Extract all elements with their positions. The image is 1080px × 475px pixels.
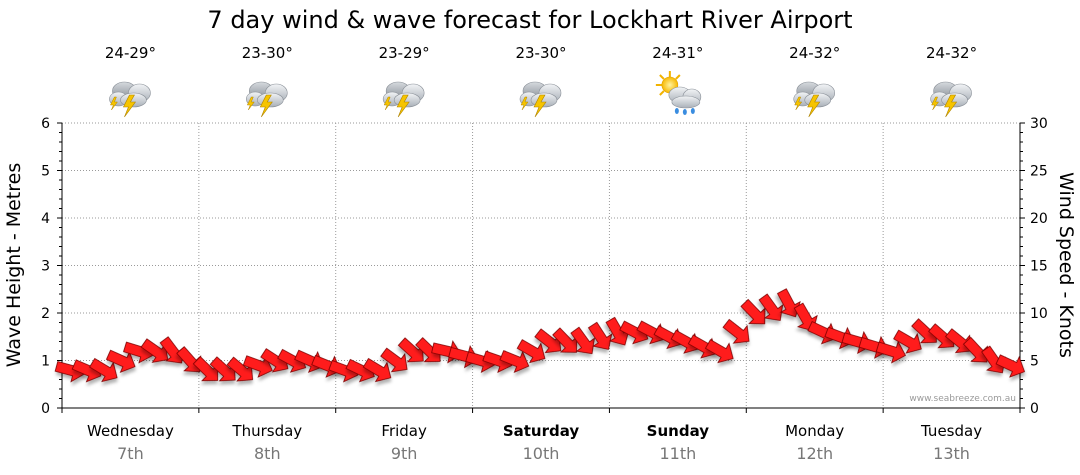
wind-arrow <box>380 347 408 373</box>
day-name-label: Saturday <box>503 422 580 440</box>
wind-arrow <box>570 326 595 355</box>
temperature-range-label: 24-32° <box>926 44 977 62</box>
wind-arrow <box>105 349 136 373</box>
wind-arrow <box>140 338 169 363</box>
thunderstorm-icon <box>109 81 151 118</box>
wind-arrow <box>945 328 972 354</box>
wind-arrow <box>242 355 273 378</box>
temperature-range-label: 23-30° <box>515 44 566 62</box>
right-tick-label: 0 <box>1030 401 1039 417</box>
thunderstorm-icon <box>930 81 972 118</box>
left-tick-labels: 0 1 2 3 4 5 6 <box>41 116 50 417</box>
wind-arrow <box>552 327 578 353</box>
wind-arrow <box>226 356 254 382</box>
wind-arrow <box>893 329 922 354</box>
wind-arrow-series <box>54 288 1026 383</box>
right-axis-title: Wind Speed - Knots <box>1055 172 1077 358</box>
thunderstorm-icon <box>793 81 836 118</box>
left-tick-label: 1 <box>41 354 50 370</box>
wind-arrow <box>995 354 1026 378</box>
wind-arrow <box>962 336 988 363</box>
left-tick-label: 6 <box>41 116 50 132</box>
day-name-label: Wednesday <box>87 422 174 440</box>
wind-arrow <box>875 340 906 364</box>
temperature-range-label: 24-31° <box>652 44 703 62</box>
wind-arrow <box>192 356 219 382</box>
wind-arrow <box>704 339 734 364</box>
left-tick-label: 3 <box>41 259 50 275</box>
wind-arrow <box>534 328 562 354</box>
sun-shower-icon <box>654 70 702 116</box>
day-name-label: Monday <box>785 422 844 440</box>
wind-arrow <box>758 293 784 321</box>
temperature-range-label: 23-30° <box>242 44 293 62</box>
thunderstorm-icon <box>519 81 562 118</box>
wind-arrow <box>587 321 613 350</box>
day-name-label: Thursday <box>231 422 302 440</box>
day-date-label: 11th <box>659 444 696 463</box>
temperature-range-label: 24-29° <box>105 44 156 62</box>
right-tick-label: 25 <box>1030 164 1048 180</box>
left-tick-label: 5 <box>41 164 50 180</box>
wind-arrow <box>89 357 118 383</box>
day-labels: Wednesday 7th Thursday 8th Friday 9th Saturday… <box>87 422 982 463</box>
thunderstorm-icon <box>382 81 425 118</box>
day-date-label: 12th <box>796 444 833 463</box>
temperature-range-label: 23-29° <box>379 44 430 62</box>
left-axis-title: Wave Height - Metres <box>3 163 25 367</box>
right-tick-label: 15 <box>1030 259 1048 275</box>
right-tick-labels: 0 5 10 15 20 25 30 <box>1030 116 1048 417</box>
right-tick-label: 5 <box>1030 354 1039 370</box>
axes <box>57 122 1025 413</box>
left-tick-label: 4 <box>41 211 50 227</box>
day-date-label: 13th <box>933 444 970 463</box>
wind-arrow <box>740 298 766 325</box>
right-tick-label: 10 <box>1030 306 1048 322</box>
credit-label: www.seabreeze.com.au <box>909 394 1016 404</box>
left-tick-label: 2 <box>41 306 50 322</box>
left-tick-label: 0 <box>41 401 50 417</box>
wind-arrow <box>776 288 801 318</box>
wind-arrow <box>362 357 392 383</box>
daily-forecast-header: 24-29° 23-30° 23-29° 23-30° 24-31° 24-32° 24-3… <box>105 44 977 118</box>
wind-arrow <box>397 337 424 363</box>
wind-arrow <box>516 339 546 364</box>
day-date-label: 8th <box>254 444 281 463</box>
wind-arrow <box>499 350 530 373</box>
right-tick-label: 20 <box>1030 211 1048 227</box>
temperature-range-label: 24-32° <box>789 44 840 62</box>
day-date-label: 10th <box>523 444 560 463</box>
day-name-label: Tuesday <box>920 422 982 440</box>
day-date-label: 7th <box>117 444 144 463</box>
wind-arrow <box>722 318 750 344</box>
day-name-label: Friday <box>381 422 427 440</box>
thunderstorm-icon <box>245 81 288 118</box>
right-tick-label: 30 <box>1030 116 1048 132</box>
day-date-label: 9th <box>391 444 418 463</box>
chart-title: 7 day wind & wave forecast for Lockhart … <box>207 6 852 34</box>
day-name-label: Sunday <box>647 422 710 440</box>
